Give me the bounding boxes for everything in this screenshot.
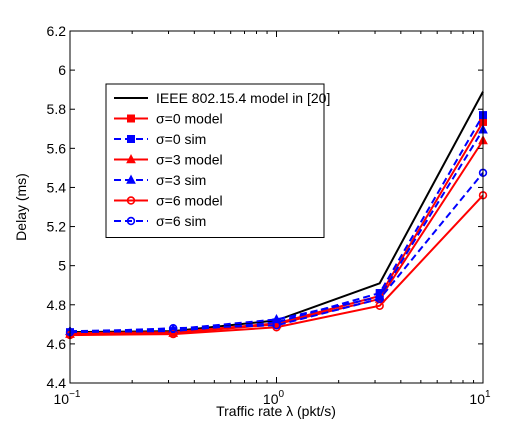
series-line [69, 114, 484, 334]
legend-label: σ=0 sim [156, 131, 206, 147]
y-tick-label: 4.6 [47, 336, 67, 352]
legend-marker [126, 154, 136, 164]
legend-entry: σ=0 sim [114, 131, 206, 147]
data-point [375, 294, 384, 304]
y-tick-label: 4.8 [47, 297, 67, 313]
x-tick-label: 10−1 [54, 389, 81, 407]
y-tick-label: 5 [58, 258, 66, 274]
legend-entry: σ=6 sim [114, 213, 206, 229]
x-tick-label: 100 [263, 389, 285, 407]
legend-marker [126, 196, 136, 205]
legend-entry: σ=3 sim [114, 172, 206, 188]
legend-box [105, 83, 325, 238]
data-point [168, 329, 178, 339]
y-tick-label: 4.4 [47, 375, 67, 391]
legend-entry: σ=0 model [114, 111, 223, 127]
legend-label: IEEE 802.15.4 model in [20] [156, 90, 330, 106]
x-tick-label: 101 [469, 389, 491, 407]
legend-marker [126, 174, 136, 184]
legend-label: σ=6 sim [156, 213, 206, 229]
y-tick-label: 5.6 [47, 140, 67, 156]
legend-label: σ=6 model [156, 193, 223, 209]
legend-label: σ=3 model [156, 152, 223, 168]
legend-label: σ=0 model [156, 111, 223, 127]
legend-label: σ=3 sim [156, 172, 206, 188]
legend-marker [127, 114, 136, 123]
series-line [69, 194, 484, 337]
legend-entry: IEEE 802.15.4 model in [20] [114, 90, 330, 106]
x-axis-label: Traffic rate λ (pkt/s) [216, 403, 336, 419]
legend-entry: σ=3 model [114, 152, 223, 168]
legend-entry: σ=6 model [114, 193, 223, 209]
y-tick-label: 5.2 [47, 219, 67, 235]
data-point [271, 313, 282, 324]
legend-marker [127, 134, 136, 143]
y-axis-label: Delay (ms) [13, 173, 29, 241]
legend: IEEE 802.15.4 model in [20] σ=0 model σ=0 … [105, 83, 330, 238]
legend-marker [126, 216, 136, 226]
series-line [69, 172, 484, 334]
data-point [168, 324, 178, 333]
axes-layer: 4.4 4.6 4.8 5 5.2 5.4 5.6 5.8 6 6.2 10−1 100 101 [47, 23, 491, 407]
y-tick-label: 6.2 [47, 23, 67, 39]
y-tick-label: 5.8 [47, 101, 67, 117]
y-tick-label: 5.4 [47, 179, 67, 195]
data-point [272, 321, 281, 330]
y-tick-label: 6 [58, 62, 66, 78]
